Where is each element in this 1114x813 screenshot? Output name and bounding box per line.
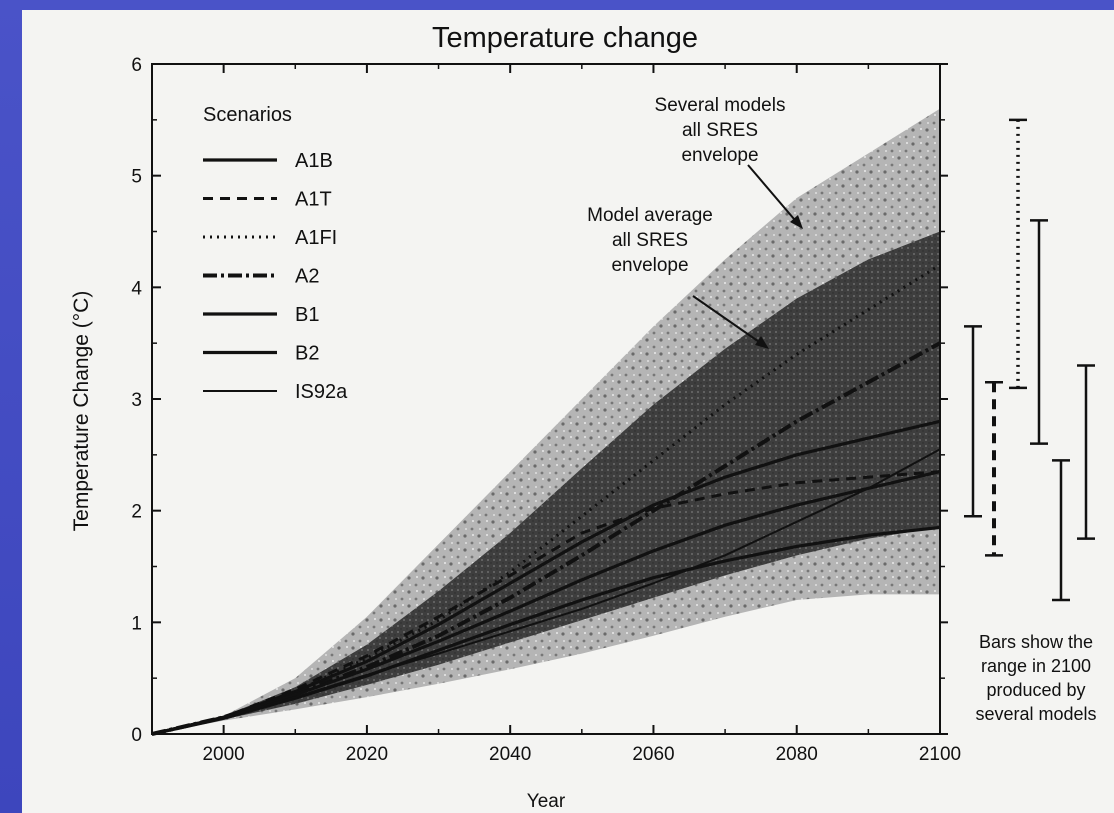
x-tick-label: 2060	[632, 744, 674, 765]
x-tick-label: 2100	[919, 744, 961, 765]
y-tick-label: 4	[131, 278, 142, 299]
legend-label-a1b: A1B	[295, 150, 333, 172]
legend-label-a1fi: A1FI	[295, 227, 337, 249]
legend-title: Scenarios	[203, 104, 292, 126]
y-tick-label: 1	[131, 613, 142, 634]
annotation-bars-line: produced by	[986, 680, 1085, 700]
annotation-bars-line: several models	[975, 704, 1096, 724]
range-bars-2100	[964, 118, 1095, 602]
annotation-several-line: envelope	[681, 145, 758, 166]
annotation-arrow-several	[747, 164, 801, 227]
chart-title: Temperature change	[432, 22, 698, 54]
arrowhead-several	[790, 215, 803, 229]
annotation-bars-line: range in 2100	[981, 656, 1091, 676]
series-lines-layer	[151, 263, 941, 736]
y-tick-label: 5	[131, 167, 142, 188]
annotation-several-line: all SRES	[682, 120, 758, 141]
series-line-is92a	[151, 448, 941, 735]
envelope-several-models	[152, 108, 940, 734]
arrowhead-average	[755, 336, 769, 349]
annotation-arrow-average	[692, 295, 766, 347]
annotation-average-line: all SRES	[612, 230, 688, 251]
x-tick-label: 2080	[776, 744, 818, 765]
y-tick-label: 6	[131, 55, 142, 76]
series-line-b2	[151, 470, 941, 736]
x-tick-label: 2020	[346, 744, 388, 765]
annotation-average-line: envelope	[611, 255, 688, 276]
x-axis-label: Year	[527, 791, 566, 812]
envelope-model-average	[152, 231, 940, 734]
legend-label-b1: B1	[295, 304, 319, 326]
series-line-b1	[151, 525, 941, 736]
envelope-layer	[152, 108, 940, 734]
legend-label-a1t: A1T	[295, 189, 332, 211]
annotation-bars-line: Bars show the	[979, 632, 1093, 652]
axes-layer: 0 1 2 3 4 5 6 2000 2020 2040 2060 2080 2100	[131, 55, 961, 765]
annotations-layer: Several models all SRES envelope Model aver…	[587, 95, 1096, 724]
annotation-several-line: Several models	[655, 95, 786, 116]
legend-label-b2: B2	[295, 343, 319, 365]
annotation-average-line: Model average	[587, 205, 713, 226]
series-line-a1fi	[151, 263, 941, 736]
y-axis-label: Temperature Change (°C)	[70, 291, 93, 532]
x-tick-label: 2000	[202, 744, 244, 765]
x-tick-label: 2040	[489, 744, 531, 765]
legend-label-a2: A2	[295, 266, 319, 288]
y-tick-label: 0	[131, 725, 142, 746]
legend: Scenarios A1B A1T A1FI A2 B1 B2 IS92a	[203, 104, 348, 403]
y-tick-label: 2	[131, 502, 142, 523]
legend-label-is92a: IS92a	[295, 381, 348, 403]
y-tick-label: 3	[131, 390, 142, 411]
series-line-a1t	[151, 470, 941, 736]
